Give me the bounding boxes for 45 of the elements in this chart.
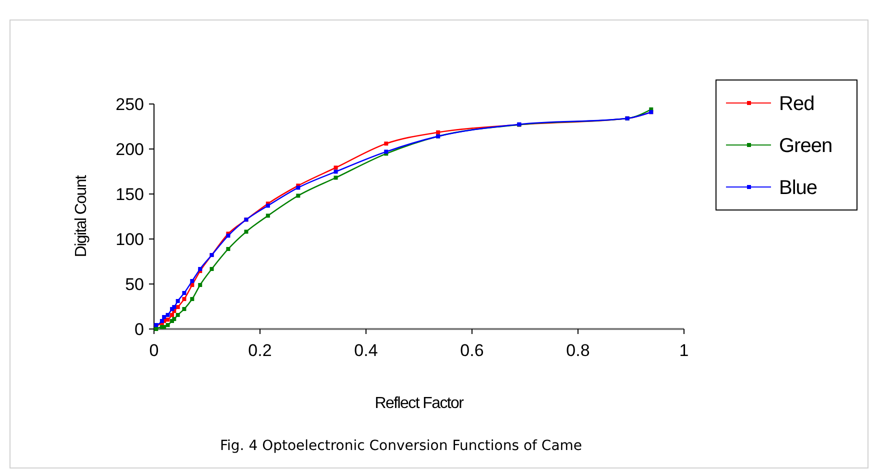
y-tick-label: 0 <box>134 320 144 339</box>
legend-label: Blue <box>779 177 818 199</box>
point <box>198 266 202 271</box>
legend-label: Red <box>779 93 814 115</box>
legend-label: Green <box>779 135 832 157</box>
y-tick-label: 250 <box>116 94 144 114</box>
x-tick-label: 0 <box>149 341 159 360</box>
point <box>176 305 180 310</box>
point <box>384 142 388 146</box>
point <box>170 312 174 317</box>
point <box>166 312 170 317</box>
point <box>266 214 270 218</box>
point <box>190 297 194 302</box>
x-tick-label: 0.2 <box>248 341 272 360</box>
x-axis-title: Reflect Factor <box>374 395 465 412</box>
point <box>190 279 194 284</box>
point <box>166 323 170 328</box>
point <box>296 194 300 198</box>
point <box>334 176 338 180</box>
y-tick-label: 200 <box>116 140 144 159</box>
y-tick-label: 50 <box>125 274 144 294</box>
x-tick-label: 0.4 <box>354 341 378 360</box>
point <box>176 312 180 317</box>
point <box>244 230 248 234</box>
point <box>334 166 338 170</box>
point <box>210 266 214 271</box>
point <box>198 282 202 287</box>
point <box>226 246 230 251</box>
y-tick-label: 150 <box>116 184 144 204</box>
caption: Fig. 4 Optoelectronic Conversion Functions of Came <box>220 438 582 454</box>
point <box>154 327 158 331</box>
point <box>182 307 186 312</box>
x-tick-label: 1 <box>679 341 689 360</box>
point <box>182 297 186 302</box>
point <box>182 291 186 295</box>
point <box>166 318 170 322</box>
point <box>334 170 338 174</box>
point <box>176 299 180 304</box>
point <box>162 315 166 320</box>
x-tick-label: 0.6 <box>460 341 484 360</box>
point <box>436 130 440 134</box>
y-tick-label: 100 <box>116 230 144 249</box>
y-axis-title: Digital Count <box>73 174 90 258</box>
x-tick-label: 0.8 <box>566 341 590 360</box>
point <box>162 325 166 330</box>
